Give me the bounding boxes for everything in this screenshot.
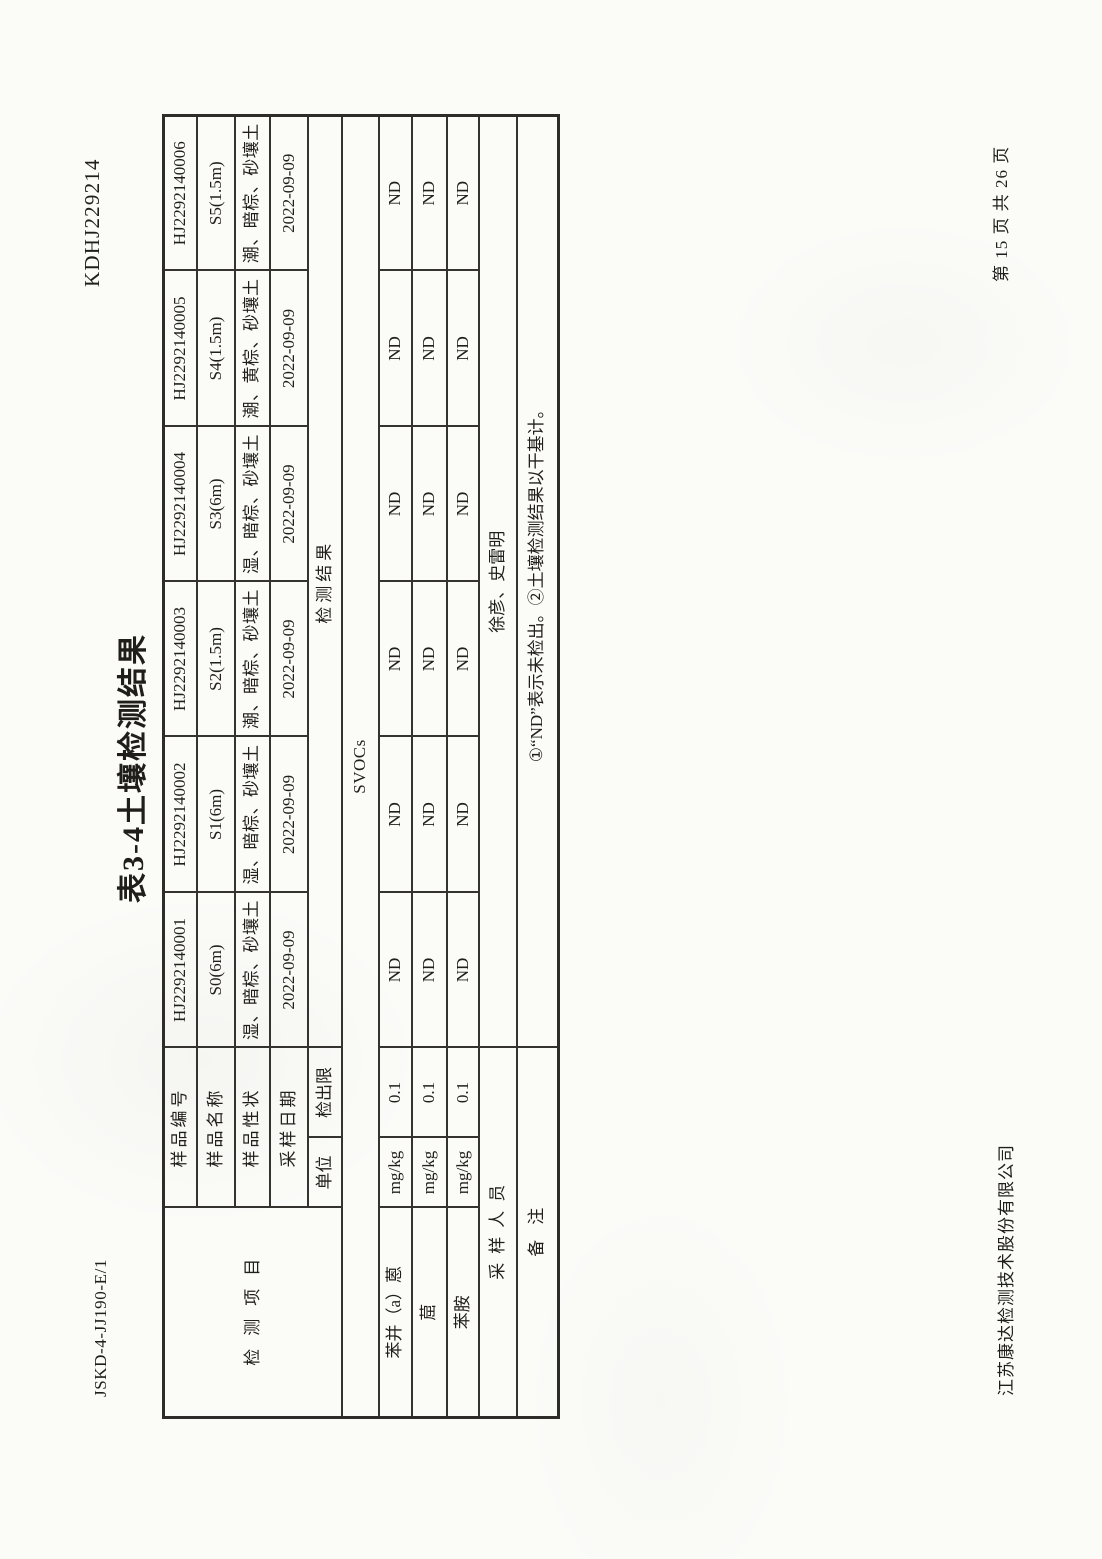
- samplers-value-cell: 徐彦、史雷明: [478, 115, 517, 1048]
- table-row: 䓛 mg/kg 0.1 ND ND ND ND ND ND: [411, 115, 447, 1418]
- soil-results-table: 检测项目 样品编号 HJ2292140001 HJ2292140002 HJ22…: [162, 114, 560, 1419]
- analyte-name-cell: 䓛: [411, 1207, 447, 1418]
- detection-limit-cell: 0.1: [378, 1047, 412, 1138]
- sampling-date-label: 采样日期: [269, 1047, 308, 1208]
- sample-character-label: 样品性状: [234, 1047, 270, 1208]
- sample-id-cell: HJ2292140002: [163, 736, 197, 893]
- unit-cell: mg/kg: [411, 1137, 447, 1208]
- table-row: SVOCs: [341, 115, 379, 1418]
- nd-result-cell: ND: [446, 426, 479, 582]
- nd-result-cell: ND: [378, 270, 412, 427]
- nd-result-cell: ND: [378, 115, 412, 271]
- unit-cell: mg/kg: [378, 1137, 412, 1208]
- detection-limit-label: 检出限: [307, 1047, 342, 1138]
- sample-name-cell: S0(6m): [196, 892, 235, 1048]
- sample-id-label: 样品编号: [163, 1047, 197, 1208]
- nd-result-cell: ND: [411, 115, 447, 271]
- sampling-date-cell: 2022-09-09: [269, 736, 308, 893]
- sample-id-cell: HJ2292140006: [163, 115, 197, 271]
- unit-cell: mg/kg: [446, 1137, 479, 1208]
- detection-limit-cell: 0.1: [411, 1047, 447, 1138]
- sampling-date-cell: 2022-09-09: [269, 426, 308, 582]
- analyte-name-cell: 苯并（a）蒽: [378, 1207, 412, 1418]
- analyte-name-cell: 苯胺: [446, 1207, 479, 1418]
- sample-character-cell: 湿、暗棕、砂壤土: [234, 892, 270, 1048]
- sampling-date-cell: 2022-09-09: [269, 115, 308, 271]
- sample-name-cell: S4(1.5m): [196, 270, 235, 427]
- sample-character-cell: 湿、暗棕、砂壤土: [234, 426, 270, 582]
- remark-label: 备注: [516, 1047, 559, 1418]
- nd-result-cell: ND: [411, 736, 447, 893]
- table-row: 检测项目 样品编号 HJ2292140001 HJ2292140002 HJ22…: [163, 115, 342, 1418]
- sample-id-cell: HJ2292140005: [163, 270, 197, 427]
- svocs-group-cell: SVOCs: [341, 115, 379, 1418]
- nd-result-cell: ND: [378, 581, 412, 737]
- nd-result-cell: ND: [411, 270, 447, 427]
- sample-name-cell: S2(1.5m): [196, 581, 235, 737]
- sample-character-cell: 潮、黄棕、砂壤土: [234, 270, 270, 427]
- unit-label: 单位: [307, 1137, 342, 1208]
- nd-result-cell: ND: [446, 892, 479, 1048]
- sample-name-cell: S3(6m): [196, 426, 235, 582]
- nd-result-cell: ND: [446, 581, 479, 737]
- sample-name-label: 样品名称: [196, 1047, 235, 1208]
- nd-result-cell: ND: [411, 581, 447, 737]
- sample-name-cell: S5(1.5m): [196, 115, 235, 271]
- sample-id-cell: HJ2292140001: [163, 892, 197, 1048]
- table-row: 备注 ①“ND”表示未检出。②土壤检测结果以干基计。: [516, 115, 559, 1418]
- sampling-date-cell: 2022-09-09: [269, 581, 308, 737]
- nd-result-cell: ND: [378, 736, 412, 893]
- sample-id-cell: HJ2292140003: [163, 581, 197, 737]
- nd-result-cell: ND: [411, 426, 447, 582]
- table-row: 苯胺 mg/kg 0.1 ND ND ND ND ND ND: [446, 115, 479, 1418]
- nd-result-cell: ND: [446, 115, 479, 271]
- report-number: KDHJ229214: [80, 158, 104, 287]
- nd-result-cell: ND: [378, 892, 412, 1048]
- sample-id-cell: HJ2292140004: [163, 426, 197, 582]
- sample-character-cell: 潮、暗棕、砂壤土: [234, 115, 270, 271]
- table-row: 采样人员 徐彦、史雷明: [478, 115, 517, 1418]
- nd-result-cell: ND: [446, 736, 479, 893]
- sampling-date-cell: 2022-09-09: [269, 892, 308, 1048]
- result-header-cell: 检测结果: [307, 115, 342, 1048]
- sample-character-cell: 潮、暗棕、砂壤土: [234, 581, 270, 737]
- detection-limit-cell: 0.1: [446, 1047, 479, 1138]
- nd-result-cell: ND: [411, 892, 447, 1048]
- nd-result-cell: ND: [446, 270, 479, 427]
- corner-header-cell: 检测项目: [163, 1207, 342, 1418]
- nd-result-cell: ND: [378, 426, 412, 582]
- page-number: 第 15 页 共 26 页: [992, 145, 1011, 282]
- table-title: 表3-4土壤检测结果: [117, 633, 150, 903]
- table-row: 苯并（a）蒽 mg/kg 0.1 ND ND ND ND ND ND: [378, 115, 412, 1418]
- sample-name-cell: S1(6m): [196, 736, 235, 893]
- company-name: 江苏康达检测技术股份有限公司: [997, 1144, 1016, 1396]
- samplers-label: 采样人员: [478, 1047, 517, 1418]
- remark-value-cell: ①“ND”表示未检出。②土壤检测结果以干基计。: [516, 115, 559, 1048]
- sample-character-cell: 湿、暗棕、砂壤土: [234, 736, 270, 893]
- sampling-date-cell: 2022-09-09: [269, 270, 308, 427]
